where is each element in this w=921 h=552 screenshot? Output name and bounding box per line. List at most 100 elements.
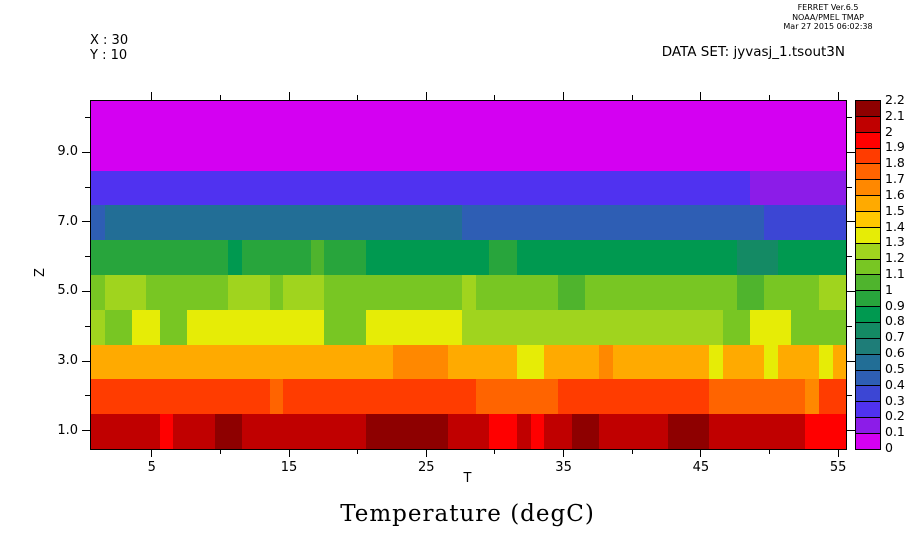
heatmap-cell bbox=[269, 274, 284, 310]
heatmap-cell bbox=[448, 274, 462, 310]
x-tick-label: 45 bbox=[692, 460, 710, 475]
heatmap-cell bbox=[503, 101, 517, 136]
colorbar-tick-label: 1.6 bbox=[885, 186, 905, 202]
heatmap-cell bbox=[461, 205, 476, 241]
heatmap-cell bbox=[297, 205, 311, 241]
heatmap-cell bbox=[585, 240, 600, 275]
heatmap-cell bbox=[763, 205, 778, 241]
heatmap-cell bbox=[763, 170, 778, 206]
heatmap-cell bbox=[805, 344, 819, 380]
colorbar-cell bbox=[856, 354, 880, 371]
heatmap-cell bbox=[283, 101, 298, 136]
heatmap-cell bbox=[324, 414, 339, 449]
plot-title: Temperature (degC) bbox=[340, 501, 595, 527]
heatmap-cell bbox=[818, 205, 833, 241]
x-tick-label: 15 bbox=[280, 460, 298, 475]
heatmap-cell bbox=[832, 135, 847, 171]
heatmap-cell bbox=[736, 344, 751, 380]
heatmap-cell bbox=[475, 205, 490, 241]
heatmap-cell bbox=[709, 309, 723, 345]
heatmap-cell bbox=[818, 135, 833, 171]
heatmap-cell bbox=[805, 101, 819, 136]
heatmap-cell bbox=[667, 240, 682, 275]
heatmap-cell bbox=[269, 379, 284, 415]
heatmap-cell bbox=[709, 274, 723, 310]
heatmap-cell bbox=[242, 101, 256, 136]
heatmap-cell bbox=[132, 344, 146, 380]
heatmap-cell bbox=[722, 414, 737, 449]
heatmap-cell bbox=[832, 274, 847, 310]
heatmap-cell bbox=[118, 414, 133, 449]
x-major-tick bbox=[425, 449, 427, 457]
heatmap-cell bbox=[805, 274, 819, 310]
heatmap-cell bbox=[145, 274, 160, 310]
heatmap-cell bbox=[475, 101, 490, 136]
heatmap-cell bbox=[393, 101, 407, 136]
heatmap-cell bbox=[654, 414, 668, 449]
heatmap-cell bbox=[255, 414, 270, 449]
heatmap-cell bbox=[791, 135, 806, 171]
heatmap-cell bbox=[159, 135, 174, 171]
y-minor-tick-right bbox=[847, 116, 852, 118]
heatmap-cell bbox=[571, 379, 586, 415]
colorbar-tick-label: 0.4 bbox=[885, 376, 905, 392]
heatmap-cell bbox=[599, 274, 613, 310]
heatmap-cell bbox=[434, 240, 449, 275]
colorbar-tick-label: 0.6 bbox=[885, 345, 905, 361]
heatmap-cell bbox=[200, 344, 215, 380]
heatmap-cell bbox=[791, 205, 806, 241]
colorbar-tick-label: 2.1 bbox=[885, 107, 905, 123]
heatmap-cell bbox=[736, 309, 751, 345]
heatmap-cell bbox=[159, 274, 174, 310]
heatmap-cell bbox=[214, 414, 229, 449]
heatmap-cell bbox=[104, 205, 119, 241]
heatmap-cell bbox=[159, 309, 174, 345]
heatmap-cell bbox=[461, 101, 476, 136]
colorbar-cell bbox=[856, 212, 880, 228]
heatmap-cell bbox=[310, 135, 325, 171]
colorbar-tick-label: 0.9 bbox=[885, 297, 905, 313]
x-major-tick bbox=[700, 449, 702, 457]
heatmap-cell bbox=[228, 309, 243, 345]
heatmap-cell bbox=[132, 205, 146, 241]
heatmap-cell bbox=[434, 101, 449, 136]
heatmap-cell bbox=[626, 170, 641, 206]
y-major-tick-right bbox=[847, 430, 855, 432]
heatmap-cell bbox=[750, 344, 764, 380]
heatmap-cell bbox=[818, 170, 833, 206]
heatmap-cell bbox=[805, 240, 819, 275]
x-tick-label: 25 bbox=[418, 460, 435, 475]
heatmap-cell bbox=[145, 379, 160, 415]
heatmap-cell bbox=[695, 101, 710, 136]
heatmap-cell bbox=[200, 135, 215, 171]
heatmap-cell bbox=[626, 379, 641, 415]
heatmap-cell bbox=[736, 170, 751, 206]
heatmap-cell bbox=[214, 309, 229, 345]
heatmap-cell bbox=[434, 344, 449, 380]
x-tick-label: 5 bbox=[147, 460, 156, 475]
heatmap-cell bbox=[242, 309, 256, 345]
heatmap-cell bbox=[406, 101, 421, 136]
heatmap-cell bbox=[365, 274, 380, 310]
heatmap-cell bbox=[503, 414, 517, 449]
heatmap-cell bbox=[145, 309, 160, 345]
heatmap-cell bbox=[626, 309, 641, 345]
heatmap-cell bbox=[640, 170, 655, 206]
heatmap-cell bbox=[159, 414, 174, 449]
heatmap-cell bbox=[434, 170, 449, 206]
heatmap-cell bbox=[461, 135, 476, 171]
heatmap-cell bbox=[242, 274, 256, 310]
heatmap-row-z5 bbox=[91, 274, 847, 310]
heatmap-cell bbox=[461, 274, 476, 310]
heatmap-cell bbox=[695, 240, 710, 275]
heatmap-cell bbox=[736, 274, 751, 310]
heatmap-cell bbox=[599, 101, 613, 136]
x-minor-tick bbox=[494, 449, 496, 454]
heatmap-cell bbox=[736, 379, 751, 415]
heatmap-cell bbox=[200, 205, 215, 241]
heatmap-cell bbox=[242, 379, 256, 415]
heatmap-cell bbox=[393, 205, 407, 241]
heatmap-cell bbox=[818, 274, 833, 310]
heatmap-cell bbox=[818, 240, 833, 275]
